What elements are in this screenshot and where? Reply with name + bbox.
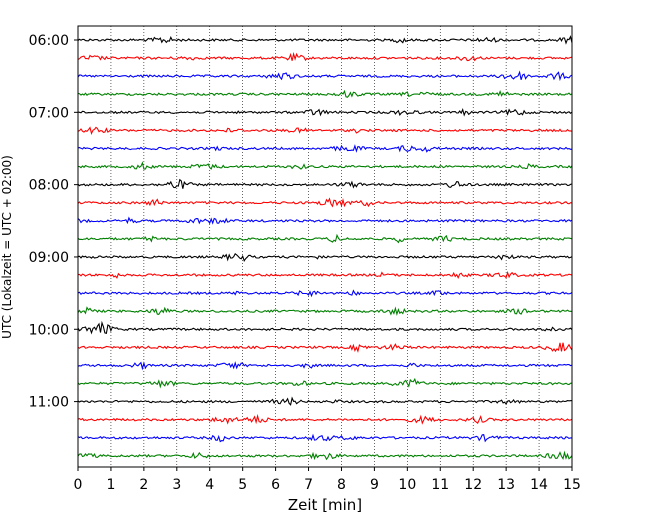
y-axis-label: UTC (Lokalzeit = UTC + 02:00): [0, 155, 14, 339]
trace-line: [77, 107, 573, 117]
x-tick-label: 11: [431, 477, 449, 493]
trace-line: [77, 233, 573, 244]
x-tick-label: 1: [106, 477, 115, 493]
x-tick-label: 9: [370, 477, 379, 493]
y-tick-label: 06:00: [29, 33, 69, 49]
trace-line: [77, 35, 573, 45]
trace-line: [77, 450, 573, 461]
x-tick-label: 6: [271, 477, 280, 493]
trace-line: [77, 144, 573, 153]
x-tick-label: 7: [304, 477, 313, 493]
y-tick-label: 08:00: [29, 178, 69, 194]
trace-line: [77, 306, 573, 317]
x-tick-label: 13: [497, 477, 515, 493]
trace-line: [77, 126, 573, 135]
trace-line: [77, 216, 573, 225]
y-axis-ticks: 06:00 07:00 08:00 09:00 10:00 11:00: [29, 33, 78, 411]
trace-line: [77, 396, 573, 406]
trace-line: [77, 252, 573, 263]
plot-frame: [77, 25, 573, 468]
y-tick-label: 11:00: [29, 395, 69, 411]
trace-line: [77, 161, 573, 170]
x-tick-label: 10: [398, 477, 416, 493]
trace-line: [77, 70, 573, 82]
trace-line: [77, 377, 573, 389]
x-tick-label: 2: [139, 477, 148, 493]
y-tick-label: 10:00: [29, 322, 69, 338]
x-axis-label: Zeit [min]: [288, 496, 362, 514]
x-tick-label: 0: [74, 477, 83, 493]
x-tick-label: 12: [464, 477, 482, 493]
trace-line: [77, 89, 573, 98]
x-tick-label: 3: [172, 477, 181, 493]
x-tick-label: 14: [530, 477, 548, 493]
trace-line: [77, 178, 573, 189]
trace-line: [77, 361, 573, 371]
y-tick-label: 09:00: [29, 250, 69, 266]
x-tick-label: 4: [205, 477, 214, 493]
trace-line: [77, 413, 573, 425]
x-tick-label: 5: [238, 477, 247, 493]
trace-line: [77, 270, 573, 280]
trace-line: [77, 320, 573, 335]
y-tick-label: 07:00: [29, 105, 69, 121]
trace-line: [77, 289, 573, 298]
x-axis-ticks: 0 1 2 3 4 5 6 7 8 9 10 11 12 13 14 15: [74, 467, 581, 493]
x-tick-label: 8: [337, 477, 346, 493]
trace-line: [77, 342, 573, 353]
trace-line: [77, 51, 573, 62]
trace-line: [77, 197, 573, 208]
trace-line: [77, 433, 572, 443]
seismic-traces: [77, 35, 573, 461]
x-tick-label: 15: [563, 477, 581, 493]
